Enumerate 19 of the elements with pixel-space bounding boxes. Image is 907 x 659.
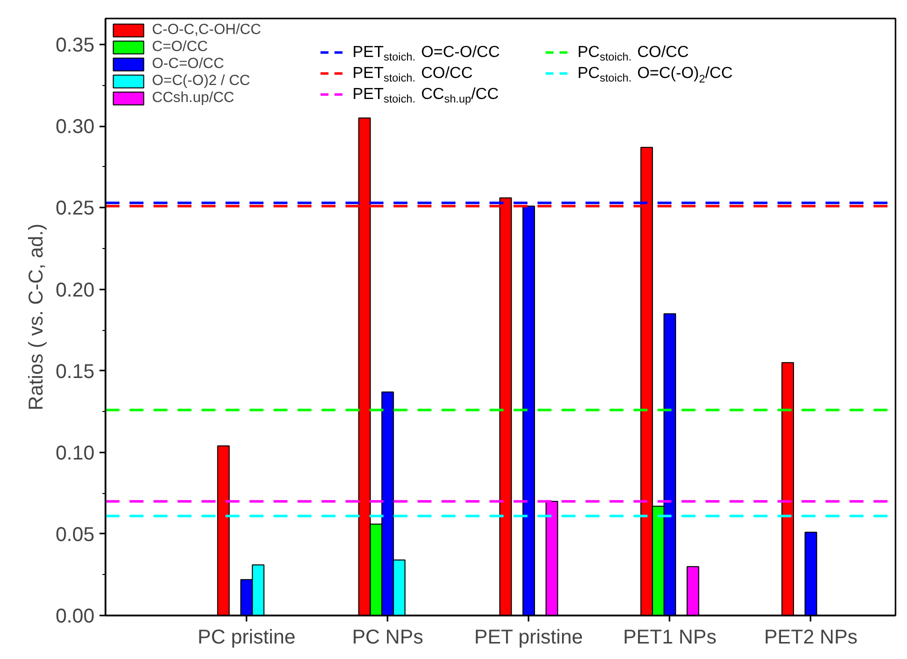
x-tick-label: PET1 NPs xyxy=(623,626,716,648)
y-tick-label: 0.05 xyxy=(56,524,95,546)
legend-label: C=O/CC xyxy=(152,39,208,55)
legend-label: CCsh.up/CC xyxy=(152,90,234,106)
y-tick-label: 0.00 xyxy=(56,606,95,628)
y-tick-label: 0.25 xyxy=(56,198,95,220)
y-tick-label: 0.20 xyxy=(56,279,95,302)
legend-label: O-C=O/CC xyxy=(152,56,224,72)
legend-label: C-O-C,C-OH/CC xyxy=(152,22,262,38)
x-tick-label: PC NPs xyxy=(352,626,424,648)
y-tick-label: 0.10 xyxy=(56,442,95,464)
legend-label: O=C(-O)2 / CC xyxy=(152,73,250,89)
x-tick-label: PC pristine xyxy=(198,626,296,648)
y-axis-title: Ratios ( vs. C-C, ad.) xyxy=(26,224,48,410)
y-tick-label: 0.30 xyxy=(56,116,95,138)
x-tick-label: PET2 NPs xyxy=(764,626,858,648)
y-tick-label: 0.15 xyxy=(56,360,95,383)
x-tick-label: PET pristine xyxy=(474,626,583,648)
y-tick-label: 0.35 xyxy=(56,34,95,57)
